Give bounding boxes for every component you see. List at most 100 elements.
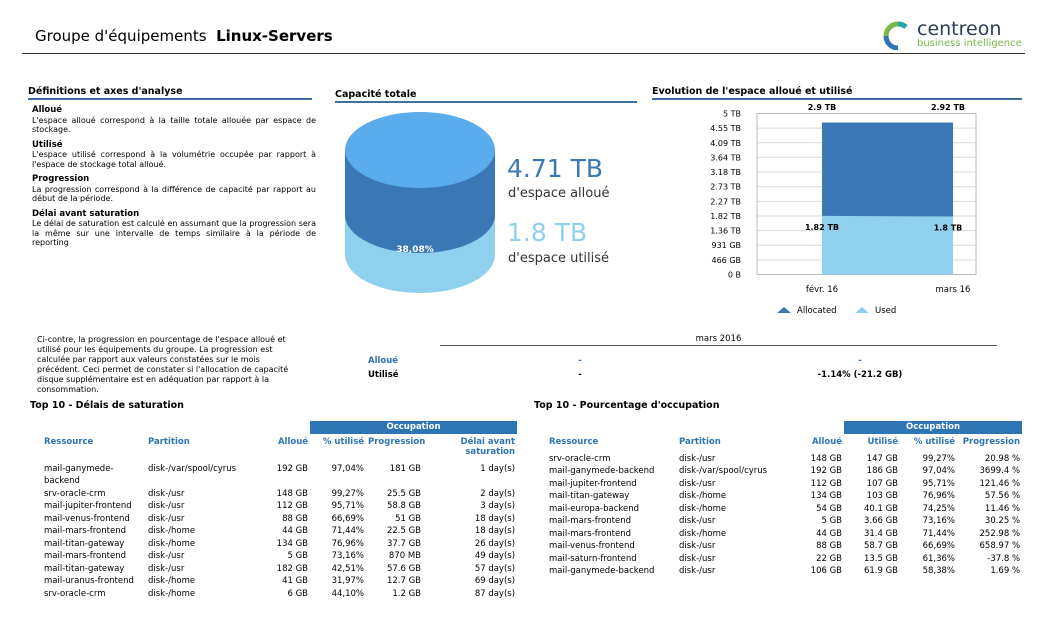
table-row: mail-saturn-frontend disk-/usr 22 GB 13.5 G…: [547, 553, 1022, 566]
title-text: Groupe d'équipements: [35, 27, 207, 45]
cell: 66,69%: [922, 541, 956, 551]
table-row: mail-europa-backend disk-/home 54 GB 40.1 G…: [547, 503, 1022, 516]
cell: disk-/usr: [148, 488, 185, 499]
cell: 2 day(s): [480, 488, 516, 499]
cell: 26 day(s): [474, 538, 516, 549]
cell: 44 GB: [282, 526, 309, 536]
data-table: Occupation Ressource Partition Alloué % util…: [42, 421, 518, 601]
table-row: mail-ganymede-backend disk-/var/spool/cyr…: [547, 465, 1022, 478]
cell: disk-/home: [679, 491, 727, 501]
cell: disk-/usr: [679, 516, 716, 526]
table-row: srv-oracle-crm disk-/home 6 GB 44,10% 1.2 GB…: [42, 588, 517, 601]
cell: 192 GB: [810, 466, 843, 476]
cell: disk-/home: [148, 538, 196, 549]
column-header: Progression: [962, 436, 1021, 447]
cell: 57 day(s): [474, 563, 516, 574]
row-label: Alloué: [368, 356, 399, 366]
cell: disk-/home: [148, 576, 196, 586]
y-tick-label: 2.73 TB: [710, 183, 741, 192]
cell: 121.46 %: [979, 478, 1021, 489]
cell: 58.7 GB: [863, 541, 899, 551]
column-header: Ressource: [549, 436, 599, 447]
section-title: Evolution de l'espace alloué et utilisé: [652, 86, 1022, 100]
cell: 3 day(s): [480, 501, 516, 511]
cell: disk-/usr: [148, 513, 185, 524]
column-header: Progression: [368, 436, 426, 447]
y-tick-label: 931 GB: [712, 241, 742, 250]
table-row: mail-venus-frontend disk-/usr 88 GB 58.7 GB…: [547, 540, 1022, 553]
cell: 103 GB: [866, 491, 899, 501]
cell: 3.66 GB: [863, 516, 899, 526]
group-header-row: Occupation: [547, 421, 1023, 434]
cell: mail-mars-frontend: [549, 528, 631, 539]
x-tick-label: févr. 16: [806, 284, 838, 295]
cell: 57.6 GB: [386, 563, 422, 574]
cell: srv-oracle-crm: [549, 453, 611, 464]
cell: 1 day(s): [480, 463, 516, 474]
allocated-value: 4.71 TB: [507, 154, 604, 183]
cell: 61,36%: [922, 553, 956, 564]
table-row: mail-mars-frontend disk-/usr 5 GB 3.66 GB 73…: [547, 515, 1022, 528]
cell: 112 GB: [810, 478, 843, 489]
cell: 97,04%: [331, 463, 365, 474]
cell: 76,96%: [331, 538, 365, 549]
cell: 99,27%: [922, 453, 956, 464]
cell: 252.98 %: [979, 528, 1021, 539]
definition-term: Délai avant saturation: [32, 208, 140, 219]
y-tick-label: 3.64 TB: [710, 153, 741, 162]
legend-label: Used: [875, 306, 896, 316]
value-label: 1.8 TB: [934, 224, 963, 233]
column-header: Délai avant saturation: [460, 436, 516, 457]
cell: 66,69%: [331, 513, 365, 524]
cell: mail-ganymede-backend: [549, 566, 655, 576]
cell: mail-titan-gateway: [44, 538, 125, 549]
area: [822, 215, 953, 275]
cell: disk-/usr: [679, 553, 716, 564]
used-value: 1.8 TB: [507, 218, 588, 247]
column-header-row: Ressource Partition Alloué Utilisé % utilisé…: [547, 434, 1022, 453]
cell: 112 GB: [276, 501, 309, 511]
table-row: mail-titan-gateway disk-/usr 182 GB 42,51% 5…: [42, 563, 517, 576]
column-header: Alloué: [811, 436, 843, 447]
cell: disk-/usr: [679, 541, 716, 551]
column-header: % utilisé: [322, 436, 365, 447]
value-label: 2.9 TB: [808, 103, 837, 112]
cell: 134 GB: [810, 491, 843, 501]
cell: 186 GB: [866, 466, 899, 476]
definition-text: L'espace alloué correspond à la taille t…: [32, 115, 316, 135]
table-row: mail-mars-frontend disk-/home 44 GB 71,44% 2…: [42, 525, 517, 538]
allocated-label: d'espace alloué: [508, 186, 610, 201]
y-tick-label: 4.55 TB: [710, 124, 741, 133]
group-header: Occupation: [844, 421, 1023, 434]
section-title: Top 10 - Pourcentage d'occupation: [534, 400, 720, 411]
definitions: Alloué L'espace alloué correspond à la ta…: [32, 100, 316, 248]
cell: 51 GB: [395, 513, 422, 524]
cell: disk-/home: [148, 588, 196, 599]
legend-swatch: [777, 307, 791, 313]
cell: mail-jupiter-frontend: [44, 501, 132, 511]
cell: 148 GB: [276, 488, 309, 499]
column-header: Partition: [679, 436, 721, 447]
cell: 107 GB: [866, 478, 899, 489]
cell: -37.8 %: [987, 553, 1021, 564]
cell: 18 day(s): [474, 513, 516, 524]
y-tick-label: 5 TB: [723, 110, 741, 119]
cell: 192 GB: [276, 463, 309, 474]
cell: mail-venus-frontend: [549, 541, 635, 551]
cell: 148 GB: [810, 453, 843, 464]
cell: -1.14% (-21.2 GB): [817, 370, 903, 380]
cell: 870 MB: [388, 551, 422, 561]
cell: 22.5 GB: [386, 526, 422, 536]
cell: mail-saturn-frontend: [549, 553, 637, 564]
column-header-row: Ressource Partition Alloué % utilisé Progres…: [42, 434, 517, 463]
cell: 57.56 %: [984, 491, 1021, 501]
cell: mail-ganymede-backend: [549, 466, 655, 476]
definition-text: L'espace utilisé correspond à la volumét…: [32, 150, 316, 169]
cell: 41 GB: [282, 576, 309, 586]
definition-term: Utilisé: [32, 139, 63, 150]
cell: disk-/home: [679, 503, 727, 514]
cell: 44 GB: [816, 528, 843, 539]
area: [822, 122, 953, 217]
cell: mail-ganymede-backend: [44, 463, 114, 487]
cell: 181 GB: [389, 463, 422, 474]
